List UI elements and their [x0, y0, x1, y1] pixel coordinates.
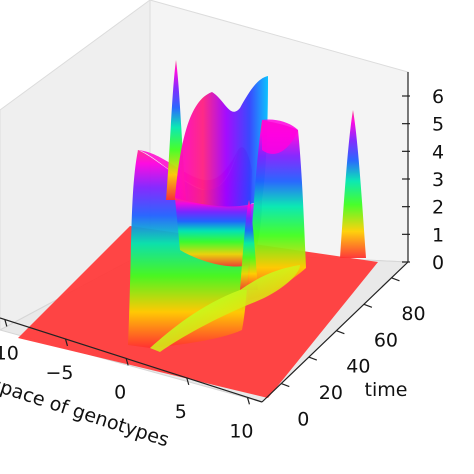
x-tick-marks [4, 319, 251, 405]
y-axis-line [261, 261, 409, 403]
ridge-spike-mid [240, 200, 258, 290]
x-tick-mark [125, 358, 129, 366]
y-tick-label: 80 [401, 303, 425, 325]
z-tick-label: 2 [432, 197, 444, 219]
y-tick-mark [308, 356, 318, 361]
x-tick-mark [64, 338, 69, 347]
z-tick-marks [402, 95, 410, 263]
x-tick-label: −5 [45, 362, 73, 384]
x-tick-label: 0 [114, 381, 126, 403]
z-tick-label: 6 [432, 86, 444, 108]
z-tick-label: 0 [432, 252, 444, 274]
x-tick-label: 10 [229, 420, 253, 442]
y-tick-label: 40 [346, 356, 370, 378]
x-tick-labels: −10 −5 0 5 10 [0, 342, 254, 442]
y-tick-marks [281, 277, 400, 388]
y-tick-mark [281, 382, 290, 388]
surface [18, 60, 378, 398]
y-tick-label: 20 [319, 382, 343, 404]
z-tick-labels: 0 1 2 3 4 5 6 [432, 86, 444, 274]
ridge-back [175, 76, 268, 208]
y-tick-mark [336, 330, 345, 335]
z-tick-label: 3 [432, 169, 444, 191]
x-axis-label: space of genotypes [0, 373, 172, 451]
y-tick-label: 60 [374, 329, 398, 351]
z-tick-label: 5 [432, 114, 444, 136]
x-tick-mark [4, 319, 8, 327]
z-tick-label: 1 [432, 224, 444, 246]
ridge-back-lower [175, 198, 262, 267]
y-tick-mark [363, 303, 373, 308]
tail-slope [150, 265, 300, 352]
y-tick-mark [391, 277, 400, 282]
ridge-right-top [262, 119, 298, 154]
x-tick-label: −10 [0, 342, 19, 364]
x-tick-label: 5 [175, 401, 187, 423]
y-axis-label: time [365, 379, 408, 401]
x-tick-mark [186, 377, 190, 386]
x-tick-mark [246, 397, 251, 405]
ridge-right [248, 120, 306, 300]
y-tick-label: 0 [297, 409, 309, 431]
x-axis-line [0, 317, 263, 403]
axis-lines [0, 72, 409, 403]
z-tick-label: 4 [432, 141, 444, 163]
ridge-spike-right [340, 110, 366, 258]
